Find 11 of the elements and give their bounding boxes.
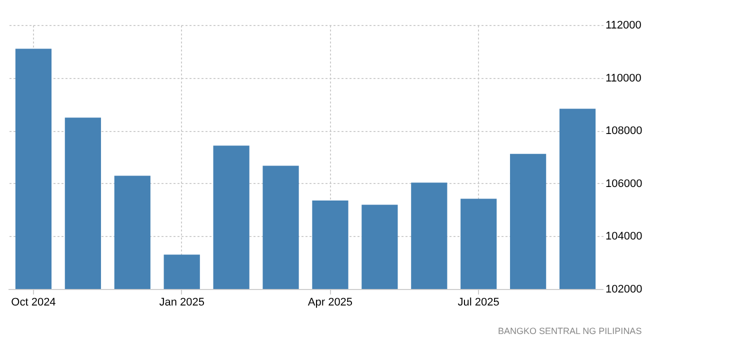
y-tick-label: 104000	[606, 230, 642, 243]
y-tick-label: 110000	[606, 72, 642, 84]
y-tick-label: 112000	[606, 20, 642, 32]
x-tick-label: Apr 2025	[308, 296, 353, 308]
y-tick-label: 106000	[606, 178, 642, 190]
text: BANGKO SENTRAL NG PILIPINAS	[498, 326, 642, 336]
y-tick-label: 108000	[606, 125, 642, 138]
x-tick-label: Jan 2025	[159, 296, 204, 308]
x-tick-label: Jul 2025	[458, 296, 500, 308]
x-tick-label: Oct 2024	[11, 296, 56, 308]
y-tick-label: 102000	[606, 284, 642, 296]
